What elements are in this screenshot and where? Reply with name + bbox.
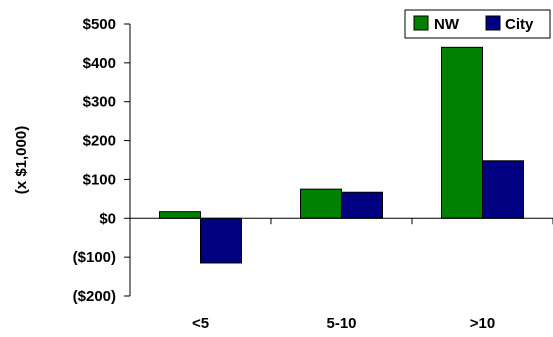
y-tick-label: $100 <box>83 171 116 188</box>
y-tick-label: ($100) <box>73 249 116 266</box>
y-tick-label: ($200) <box>73 288 116 305</box>
y-tick-label: $500 <box>83 16 116 33</box>
x-axis: <5 5-10 >10 <box>129 217 553 332</box>
legend-label-nw: NW <box>434 16 460 33</box>
y-axis-label: (x $1,000) <box>13 126 30 194</box>
y-tick-label: $400 <box>83 55 116 72</box>
legend: NW City <box>404 9 551 39</box>
bar-nw-0 <box>159 211 201 219</box>
legend-swatch-city <box>485 15 501 31</box>
x-tick-label: 5-10 <box>326 315 356 332</box>
bar-city-1 <box>341 191 383 219</box>
x-tick-label: <5 <box>192 315 209 332</box>
y-tick-label: $0 <box>99 210 116 227</box>
x-tick-label: >10 <box>470 315 495 332</box>
y-tick-label: $200 <box>83 133 116 150</box>
bar-nw-2 <box>441 46 483 219</box>
y-tick-label: $300 <box>83 94 116 111</box>
legend-swatch-nw <box>413 15 429 31</box>
bar-city-0 <box>200 217 242 264</box>
bar-nw-1 <box>300 188 342 219</box>
legend-box <box>404 9 551 39</box>
bars <box>159 46 524 264</box>
y-axis: $500 $400 $300 $200 $100 $0 ($100) ($200) <box>73 16 131 305</box>
bar-city-2 <box>482 160 524 219</box>
legend-label-city: City <box>505 16 534 33</box>
